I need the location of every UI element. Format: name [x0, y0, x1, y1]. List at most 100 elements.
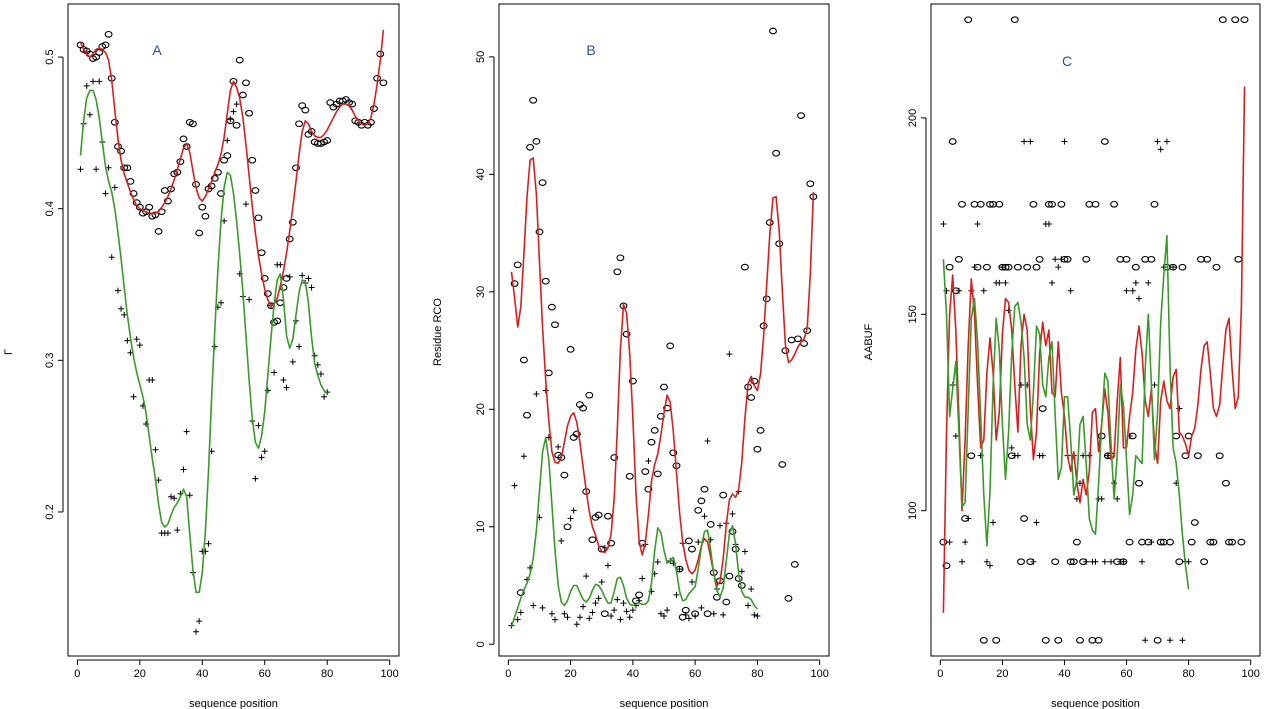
plus-point	[1142, 637, 1149, 644]
circle-point	[1044, 200, 1053, 208]
plus-point	[1049, 279, 1056, 286]
circle-point	[982, 263, 991, 271]
panel-a-letter: A	[152, 42, 162, 58]
circle-point	[273, 317, 282, 325]
plus-point	[124, 337, 131, 344]
circle-point	[806, 180, 815, 188]
plus-point	[1114, 495, 1121, 502]
plus-point	[186, 492, 193, 499]
circle-point	[288, 218, 297, 226]
plus-point	[965, 515, 972, 522]
circle-point	[1234, 255, 1243, 263]
circle-point	[223, 152, 232, 159]
plus-point	[152, 446, 159, 453]
circle-point	[700, 485, 709, 493]
circle-point	[1038, 405, 1047, 412]
plus-point	[520, 453, 527, 460]
plus-point	[1185, 558, 1192, 565]
plus-point	[567, 515, 574, 522]
circle-point	[101, 41, 110, 49]
circle-point	[1116, 255, 1125, 263]
circle-point	[201, 212, 210, 220]
x-tick-label: 40	[1058, 668, 1070, 680]
plus-point	[726, 351, 733, 358]
plus-point	[552, 616, 559, 623]
circle-point	[1150, 200, 1159, 208]
y-tick-label: 30	[475, 286, 487, 298]
plus-point	[1033, 519, 1040, 526]
x-tick-label: 0	[74, 668, 80, 680]
plus-point	[685, 615, 692, 622]
plus-point	[283, 384, 290, 391]
plus-point	[286, 273, 293, 280]
plus-point	[242, 201, 249, 208]
circle-point	[1122, 255, 1131, 263]
circle-point	[1237, 538, 1246, 546]
circle-point	[523, 411, 531, 419]
plus-point	[710, 610, 717, 617]
plus-point	[196, 618, 203, 625]
y-tick-label: 150	[907, 305, 919, 323]
y-tick-label: 20	[475, 403, 487, 415]
x-tick-label: 20	[996, 668, 1008, 680]
circle-point	[995, 200, 1004, 208]
y-tick-label: 0.2	[44, 504, 56, 519]
plus-point	[1166, 637, 1173, 644]
circle-point	[641, 468, 650, 475]
plus-point	[946, 539, 953, 546]
plus-point	[1104, 452, 1111, 459]
circle-point	[1156, 538, 1165, 546]
circle-point	[1138, 538, 1147, 546]
plus-point	[955, 287, 962, 294]
plus-point	[511, 482, 518, 489]
plus-point	[205, 540, 212, 547]
circle-point	[1178, 263, 1187, 271]
y-tick-label: 0.3	[44, 353, 56, 368]
circle-point	[1190, 519, 1199, 526]
circle-point	[958, 200, 966, 208]
plus-point	[299, 272, 306, 279]
plus-point	[604, 562, 611, 569]
circle-point	[787, 336, 796, 344]
circle-point	[1125, 538, 1134, 546]
circle-point	[1020, 515, 1029, 522]
plus-point	[289, 358, 296, 365]
plus-point	[952, 433, 959, 440]
plus-point	[1145, 279, 1152, 286]
circle-point	[1172, 432, 1181, 440]
plus-point	[1045, 220, 1052, 227]
plus-point	[940, 220, 947, 227]
plus-point	[1067, 287, 1074, 294]
circle-point	[551, 321, 559, 329]
circle-point	[1231, 16, 1240, 24]
plus-point	[149, 377, 156, 384]
plus-point	[689, 578, 696, 585]
plus-point	[558, 537, 565, 544]
plus-point	[586, 615, 593, 622]
panel-b-plot-frame	[498, 3, 830, 657]
plus-point	[614, 596, 621, 603]
plus-point	[980, 287, 987, 294]
circle-point	[510, 280, 519, 287]
circle-point	[1200, 558, 1209, 566]
circle-point	[1076, 636, 1084, 644]
circle-point	[254, 214, 263, 222]
plus-point	[517, 609, 524, 616]
circle-point	[1100, 138, 1109, 145]
plus-point	[654, 559, 661, 566]
circle-point	[1041, 636, 1050, 644]
circle-point	[688, 545, 696, 553]
circle-point	[167, 185, 175, 193]
plus-point	[1101, 558, 1108, 565]
circle-point	[684, 537, 693, 545]
circle-point	[292, 164, 300, 172]
circle-point	[697, 497, 706, 505]
circle-point	[1135, 479, 1143, 487]
plus-point	[657, 610, 664, 617]
circle-point	[519, 356, 528, 364]
circle-point	[622, 330, 631, 338]
circle-point	[579, 404, 588, 412]
circle-point	[986, 200, 994, 208]
circle-point	[1240, 16, 1249, 24]
circle-point	[784, 595, 793, 602]
